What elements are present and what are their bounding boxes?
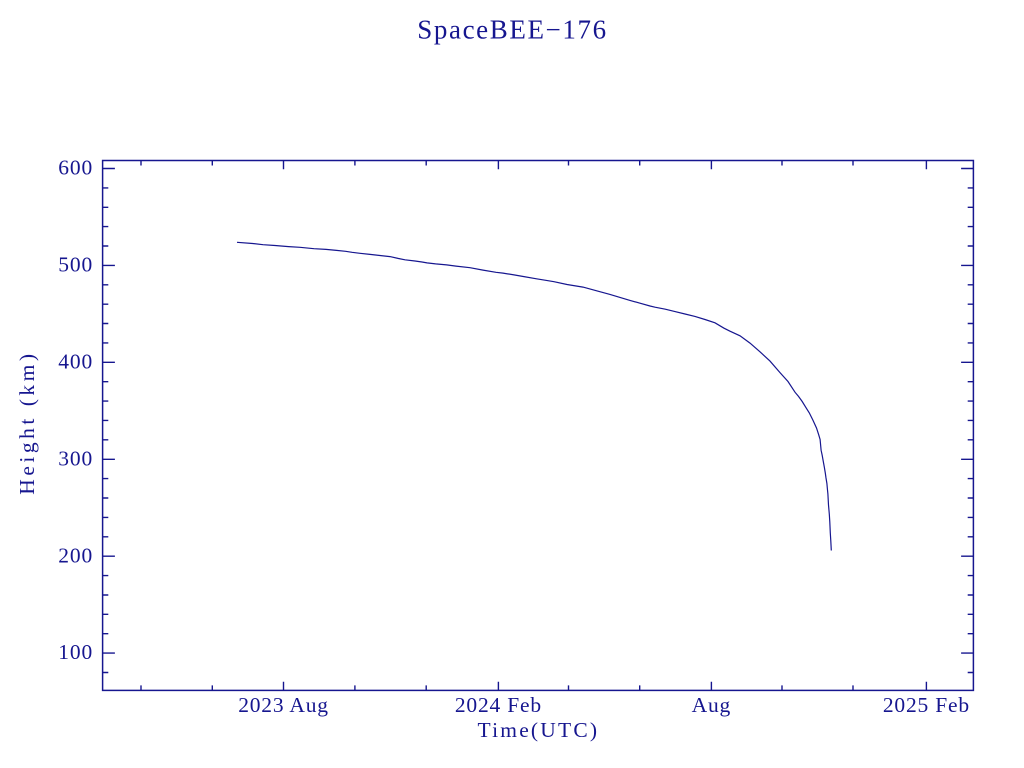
svg-text:2025 Feb: 2025 Feb (883, 693, 970, 717)
svg-text:Aug: Aug (692, 693, 731, 717)
svg-text:2024 Feb: 2024 Feb (455, 693, 542, 717)
svg-text:2023 Aug: 2023 Aug (238, 693, 329, 717)
svg-text:Time(UTC): Time(UTC) (478, 718, 600, 742)
svg-text:500: 500 (58, 253, 93, 277)
svg-text:300: 300 (58, 446, 93, 470)
svg-text:SpaceBEE−176: SpaceBEE−176 (417, 15, 607, 45)
svg-text:100: 100 (58, 640, 93, 664)
svg-text:400: 400 (58, 349, 93, 373)
svg-text:Height (km): Height (km) (15, 351, 39, 495)
svg-text:600: 600 (58, 156, 93, 180)
svg-text:200: 200 (58, 543, 93, 567)
